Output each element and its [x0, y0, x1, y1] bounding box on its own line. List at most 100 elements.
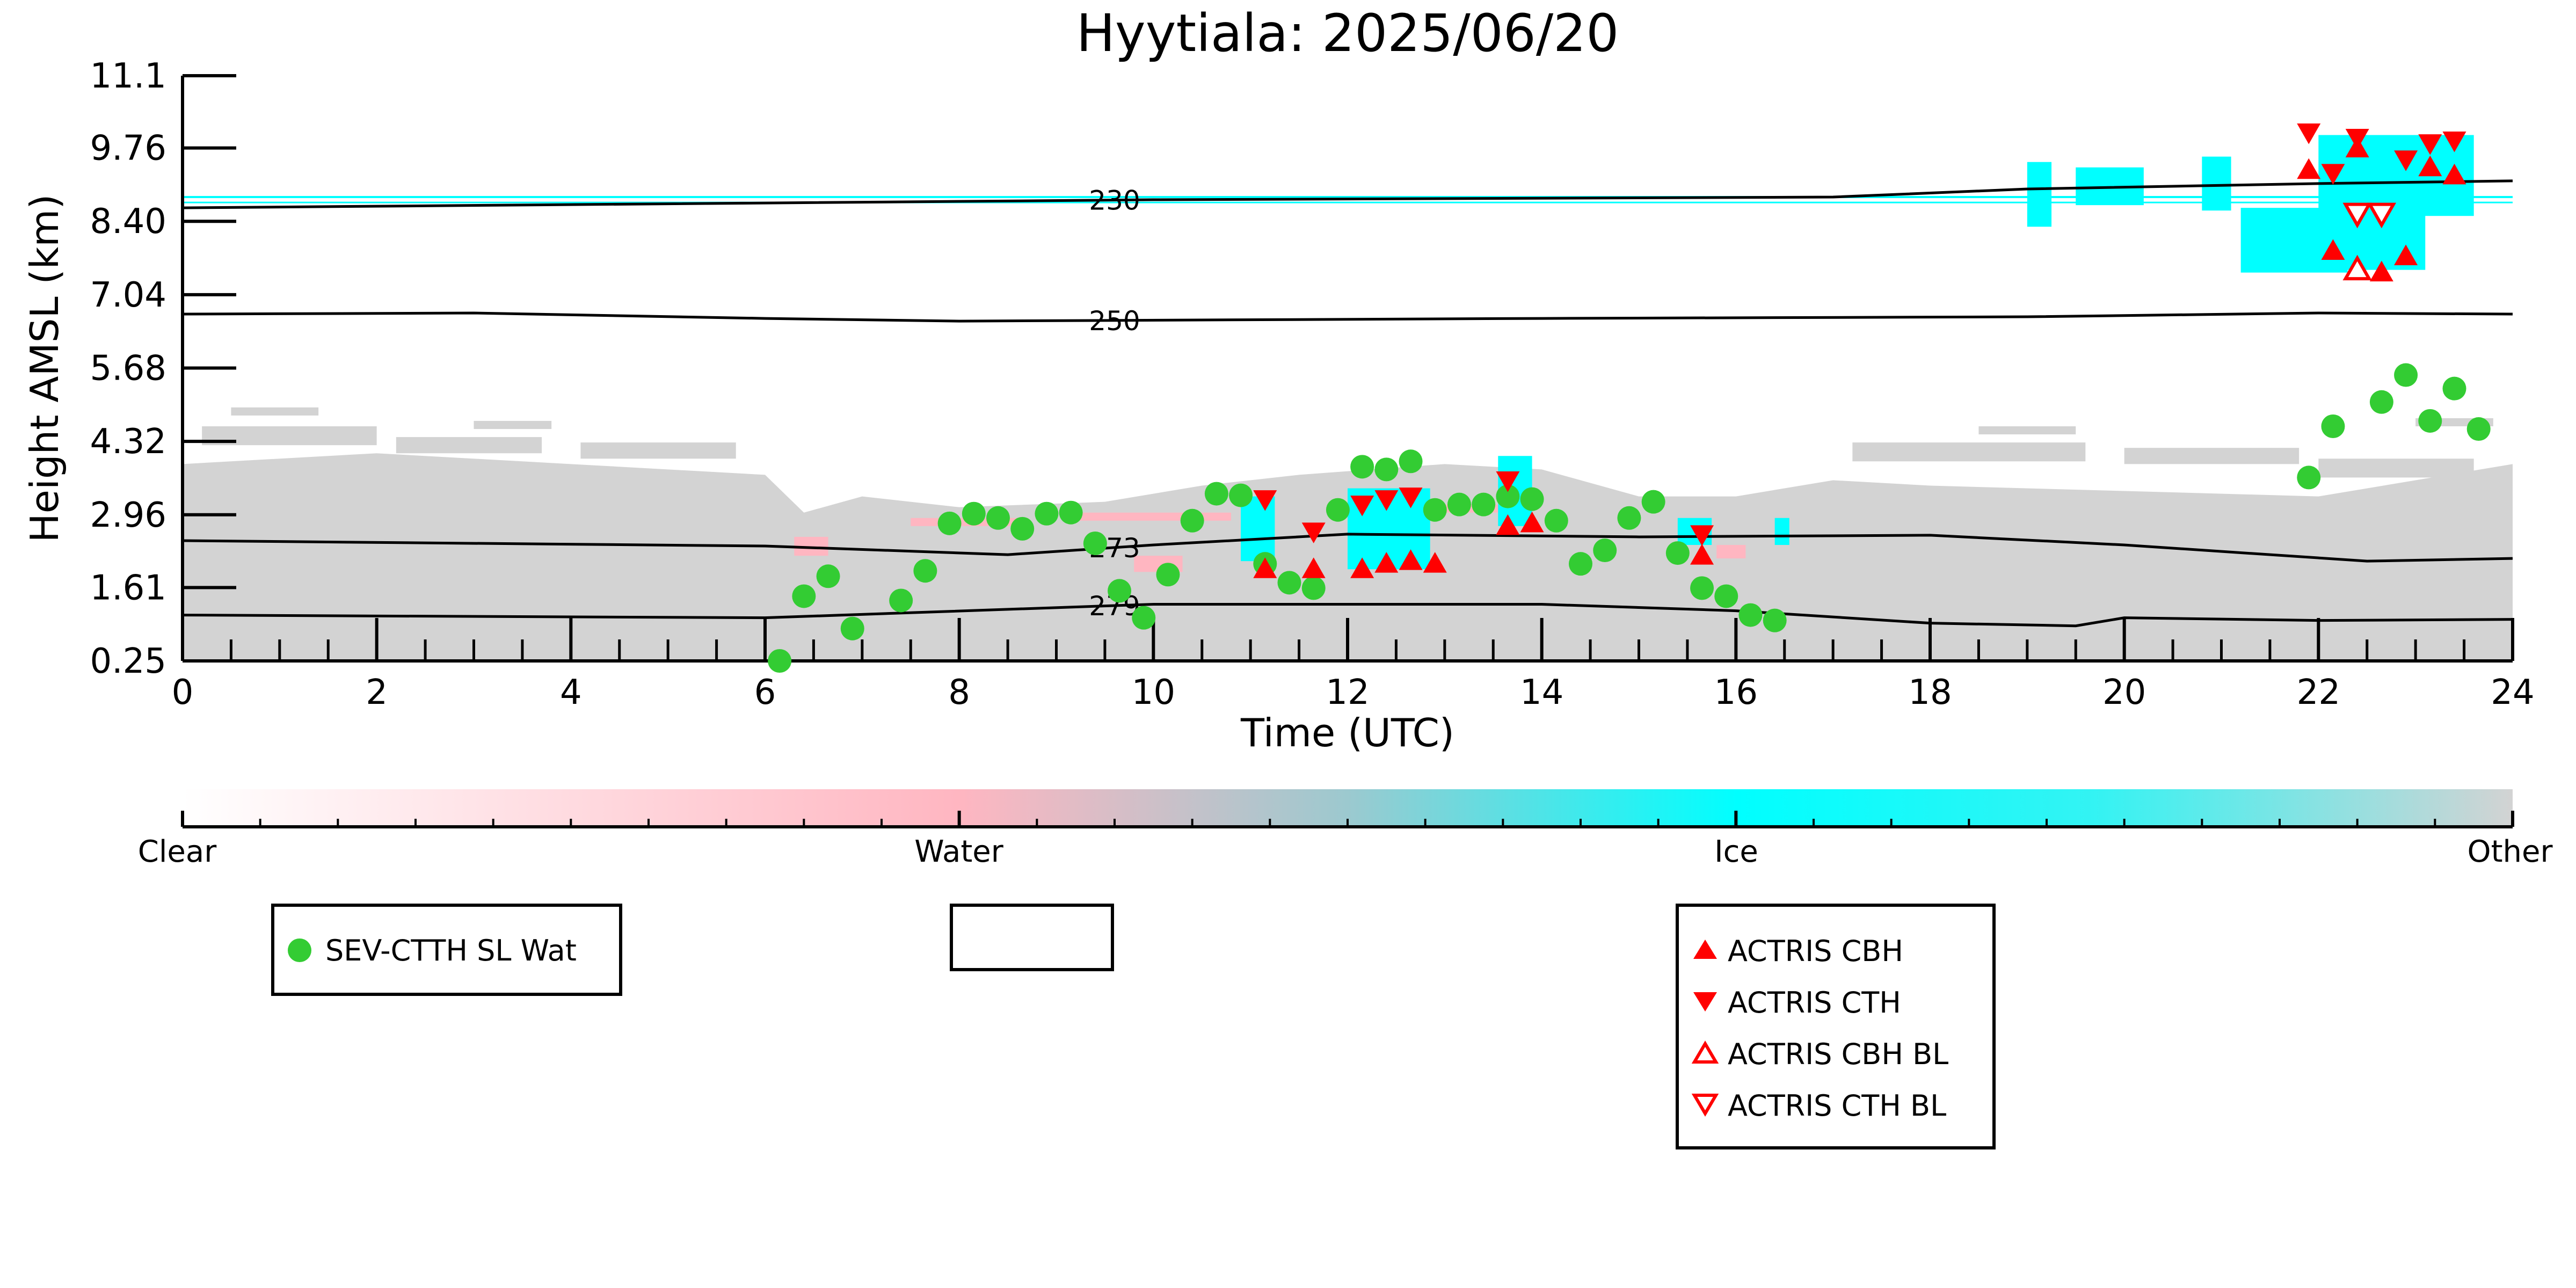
sev-ctth-point: [1472, 492, 1496, 516]
sev-ctth-point: [1690, 576, 1714, 600]
x-tick-label: 18: [1908, 673, 1952, 712]
sev-ctth-point: [2321, 414, 2345, 438]
other-cloud-patch: [396, 437, 542, 454]
sev-ctth-point: [1010, 516, 1035, 541]
sev-ctth-point: [1035, 501, 1059, 526]
actris-cth-point: [2418, 134, 2442, 155]
actris-cth-point: [2345, 129, 2369, 150]
y-tick-label: 8.40: [90, 202, 167, 242]
x-tick-label: 20: [2102, 673, 2146, 712]
sev-ctth-point: [2297, 465, 2321, 490]
other-cloud-patch: [1978, 426, 2076, 435]
actris-cth-point: [2321, 164, 2345, 185]
y-tick-label: 11.1: [90, 56, 167, 96]
actris-cbh-point: [1374, 552, 1399, 573]
sev-ctth-point: [1738, 603, 1763, 627]
actris-cbh-point: [1690, 544, 1714, 565]
ice-cloud-patch: [1241, 496, 1275, 562]
actris-cth-point: [1350, 496, 1374, 516]
other-cloud-patch: [580, 442, 736, 459]
x-axis-label: Time (UTC): [1240, 710, 1454, 755]
x-tick-label: 16: [1714, 673, 1758, 712]
legend-cth-marker: [1693, 992, 1717, 1012]
sev-ctth-point: [1399, 449, 1423, 474]
y-tick-label: 9.76: [90, 129, 167, 169]
x-tick-label: 10: [1132, 673, 1175, 712]
actris-cth-point: [1690, 525, 1714, 546]
sev-ctth-point: [889, 588, 913, 613]
x-axis-ticks: 0 2 4 6 8 10 12 14 16 18 20 22 24: [172, 618, 2535, 712]
y-tick-label: 4.32: [90, 422, 167, 462]
isotherm-line-273: [183, 533, 2513, 563]
isotherm-line-250: [183, 311, 2513, 323]
ice-cloud-patch: [2202, 156, 2231, 211]
x-minor-ticks: [229, 639, 2466, 661]
x-tick-label: 14: [1520, 673, 1563, 712]
y-tick-label: 5.68: [90, 348, 167, 388]
chart-title: Hyytiala: 2025/06/20: [1076, 3, 1619, 63]
legend-sev-box: [271, 904, 622, 996]
ice-cloud-patch: [1774, 518, 1789, 545]
sev-ctth-point: [1593, 539, 1617, 563]
sev-ctth-point: [986, 506, 1010, 530]
sev-ctth-point: [1496, 484, 1520, 508]
actris-cth-point: [1496, 471, 1520, 492]
actris-cbh-bl-point: [2342, 254, 2372, 281]
other-cloud-patch: [2124, 448, 2300, 464]
sev-ctth-point: [1374, 457, 1399, 482]
legend-cbh-bl-label: ACTRIS CBH BL: [1728, 1037, 1948, 1071]
legend-sev-marker: [288, 938, 311, 962]
legend-cbh-bl-marker: [1691, 1040, 1719, 1064]
actris-cbh-point: [1496, 514, 1520, 535]
y-tick-label: 7.04: [90, 275, 167, 315]
x-tick-label: 4: [560, 673, 582, 712]
actris-cth-point: [2297, 123, 2321, 144]
actris-cbh-point: [2394, 244, 2418, 266]
actris-cth-point: [2442, 132, 2466, 152]
sev-ctth-point: [2418, 409, 2442, 433]
sev-ctth-point: [1132, 606, 1156, 630]
legend-cbh-marker: [1693, 940, 1717, 959]
other-cloud-patch: [1852, 442, 2086, 462]
x-tick-label: 2: [366, 673, 388, 712]
legend-cth-bl-marker: [1691, 1094, 1719, 1117]
sev-ctth-point: [1083, 531, 1107, 555]
sev-ctth-point: [1641, 490, 1665, 514]
sev-ctth-point: [1665, 541, 1690, 565]
x-tick-label: 6: [754, 673, 776, 712]
sev-ctth-point: [2369, 390, 2393, 414]
x-tick-label: 8: [948, 673, 970, 712]
y-axis-label: Height AMSL (km): [22, 194, 67, 543]
sev-ctth-point: [1180, 508, 1204, 533]
actris-cbh-point: [2369, 260, 2393, 282]
isotherm-line-279: [183, 603, 2513, 628]
sev-ctth-point: [792, 584, 816, 608]
actris-cbh-point: [2418, 155, 2442, 177]
sev-ctth-point: [1617, 506, 1641, 530]
actris-cth-bl-point: [2367, 202, 2397, 229]
legend-empty-box: [950, 904, 1114, 971]
sev-ctth-point: [768, 649, 792, 673]
sev-ctth-point: [1059, 500, 1083, 525]
water-cloud-patch: [1716, 545, 1746, 559]
colorbar-ticks: [181, 811, 2514, 828]
actris-cbh-point: [1253, 557, 1277, 578]
other-cloud-patch: [231, 407, 319, 416]
sev-ctth-point: [1520, 487, 1544, 511]
other-cloud-patch: [474, 420, 552, 430]
sev-ctth-point: [1569, 552, 1592, 576]
sev-ctth-point: [1447, 492, 1471, 516]
actris-cth-point: [1301, 522, 1326, 543]
legend-actris: ACTRIS CBH ACTRIS CTH ACTRIS CBH BL ACTR…: [1676, 904, 1996, 1149]
actris-cth-point: [1374, 490, 1399, 511]
actris-cbh-point: [1350, 557, 1374, 578]
water-cloud-patch: [1075, 512, 1231, 521]
isotherm-label-250: 250: [1089, 305, 1140, 337]
y-tick-label: 2.96: [90, 496, 167, 535]
sev-ctth-point: [1156, 563, 1180, 587]
y-tick-label: 1.61: [90, 568, 167, 608]
legend-cbh-label: ACTRIS CBH: [1728, 934, 1903, 968]
sev-ctth-point: [1326, 498, 1350, 522]
actris-cbh-point: [1399, 549, 1423, 570]
